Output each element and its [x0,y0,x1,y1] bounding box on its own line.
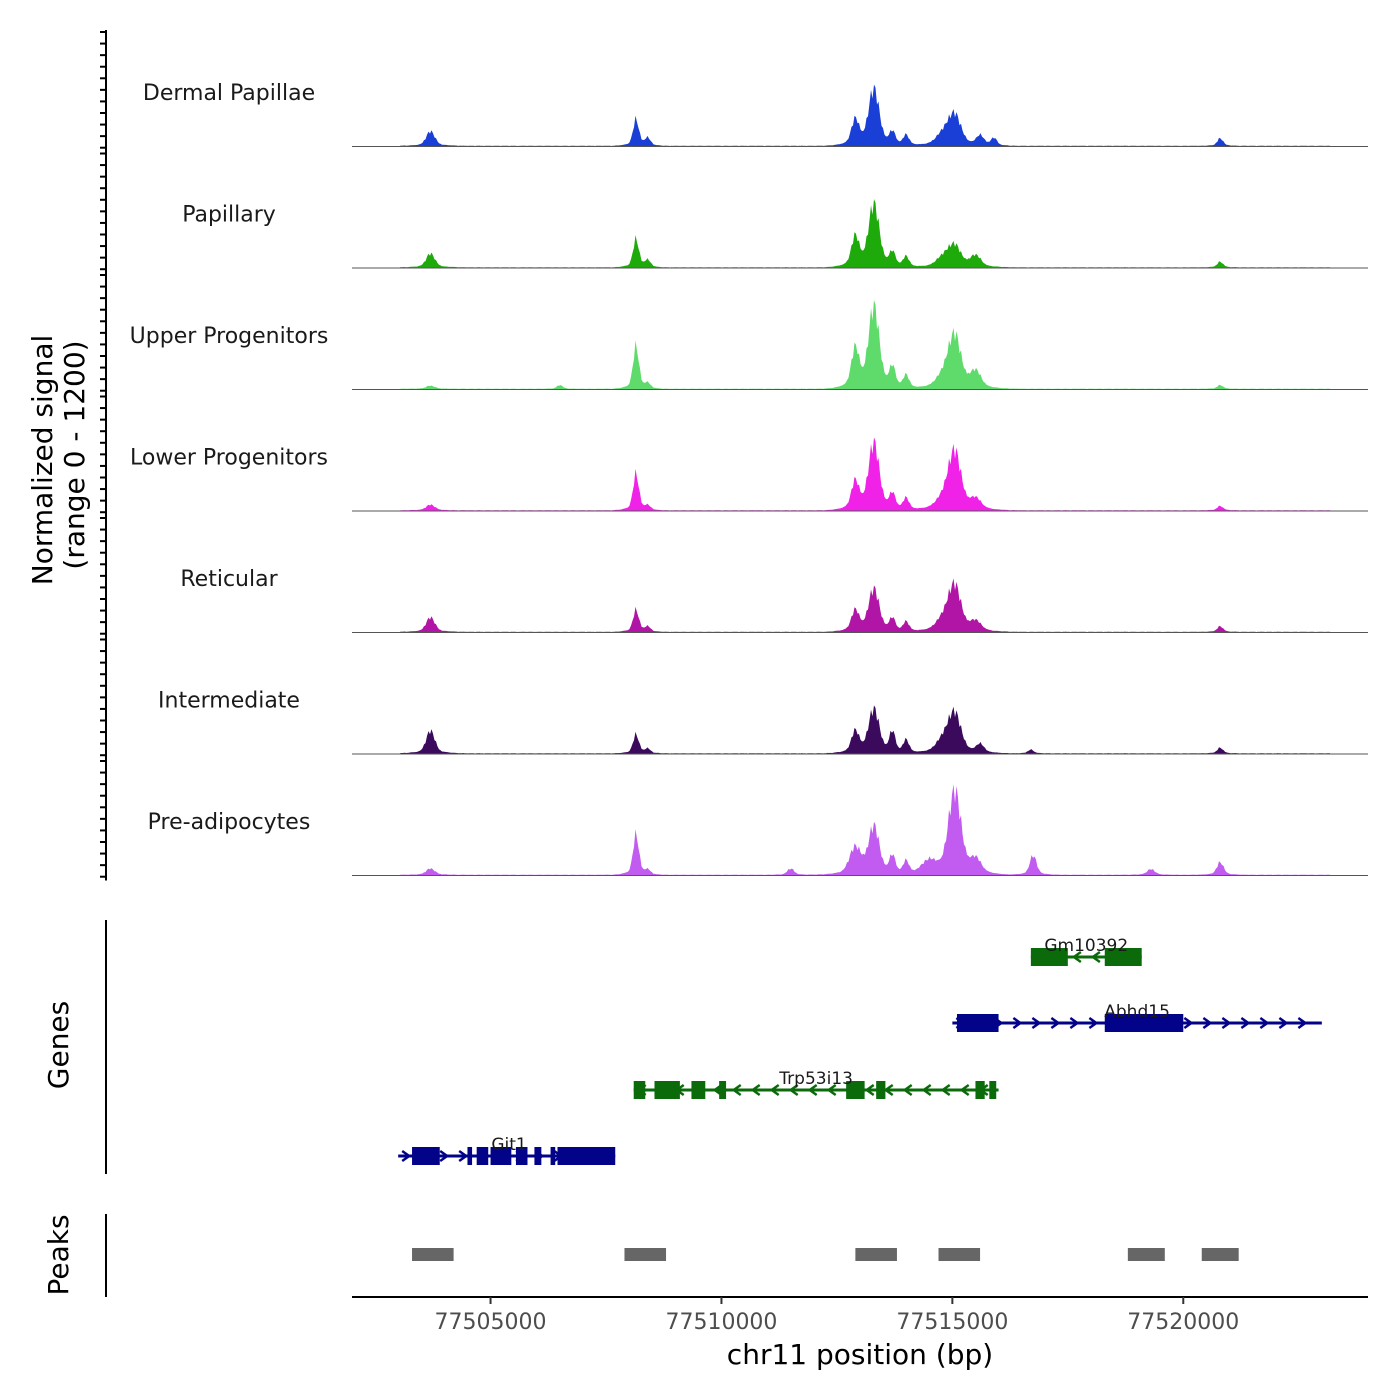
peak-region [624,1248,667,1261]
strand-chevron [1202,1016,1213,1030]
gene-exon [876,1081,886,1099]
strand-chevron [1278,1016,1289,1030]
gene-label: Abhd15 [1104,1002,1170,1022]
strand-chevron [1090,950,1101,964]
peaks-panel-title: Peaks [42,1214,75,1295]
track-lower-progenitors: Lower Progenitors [100,395,1368,514]
strand-chevron [807,1083,818,1097]
gene-abhd15: Abhd15 [952,1002,1322,1032]
gene-trp53i13: Trp53i13 [633,1069,999,1099]
track-papillary: Papillary [100,152,1368,271]
gene-exon [1030,948,1068,966]
strand-chevron [1012,1016,1023,1030]
strand-chevron [769,1083,780,1097]
gene-gm10392: Gm10392 [1030,936,1142,966]
x-tick-label: 77510000 [665,1310,777,1335]
signal-area [400,84,1330,147]
gene-exon [956,1014,999,1032]
track-label: Upper Progenitors [130,324,329,349]
track-label: Reticular [180,567,278,592]
x-tick-label: 77520000 [1127,1310,1239,1335]
gene-exon [476,1147,489,1165]
gene-exon [989,1081,997,1099]
track-label: Dermal Papillae [143,81,315,106]
track-label: Pre-adipocytes [148,810,311,835]
gene-git1: Git1 [398,1135,616,1165]
peak-region [1201,1248,1239,1261]
genes-panel-title: Genes [42,1001,75,1089]
gene-label: Gm10392 [1044,936,1128,956]
strand-chevron [788,1083,799,1097]
x-axis-title: chr11 position (bp) [727,1338,993,1371]
gene-exon [691,1081,706,1099]
signal-area [400,300,1330,390]
peak-region [938,1248,981,1261]
peak-region [1127,1248,1165,1261]
strand-chevron [1240,1016,1251,1030]
signal-panel: Dermal Papillae Papillary Upper Progenitor… [100,30,1368,881]
strand-chevron [864,1083,875,1097]
peaks-panel [105,1214,1239,1297]
strand-chevron [731,1083,742,1097]
gene-exon [412,1147,440,1165]
strand-chevron [940,1083,951,1097]
strand-chevron [1221,1016,1232,1030]
strand-chevron [1088,1016,1099,1030]
track-dermal-papillae: Dermal Papillae [100,31,1368,149]
track-label: Lower Progenitors [130,446,328,471]
gene-exon [1104,1014,1184,1032]
strand-chevron [458,1149,469,1163]
strand-chevron [826,1083,837,1097]
strand-chevron [1183,1016,1194,1030]
gene-exon [846,1081,865,1099]
strand-chevron [1050,1016,1061,1030]
strand-chevron [1259,1016,1270,1030]
gene-exon [550,1147,556,1165]
signal-area [400,199,1330,268]
signal-area [400,437,1330,511]
y-axis-title-line1: Normalized signal [26,335,59,586]
signal-area [400,578,1330,633]
gene-exon [719,1081,727,1099]
genes-panel: Gm10392 Abhd15 Trp53i13 Git1 [105,920,1322,1174]
strand-chevron [1069,1016,1080,1030]
gene-exon [557,1147,616,1165]
strand-chevron [883,1083,894,1097]
track-label: Intermediate [158,689,300,714]
peak-region [855,1248,897,1261]
signal-area [400,784,1330,876]
strand-chevron [959,1083,970,1097]
strand-chevron [902,1083,913,1097]
x-tick-label: 77505000 [435,1310,547,1335]
strand-chevron [750,1083,761,1097]
gene-exon [534,1147,542,1165]
signal-area [400,705,1330,754]
strand-chevron [439,1149,450,1163]
gene-exon [975,1081,985,1099]
track-reticular: Reticular [100,517,1368,635]
gene-exon [490,1147,512,1165]
track-label: Papillary [182,203,276,228]
gene-exon [654,1081,680,1099]
strand-chevron [1071,950,1082,964]
strand-chevron [401,1149,412,1163]
track-pre-adipocytes: Pre-adipocytes [100,760,1368,878]
track-upper-progenitors: Upper Progenitors [100,274,1368,392]
gene-label: Git1 [491,1135,526,1155]
y-axis-title-line2: (range 0 - 1200) [58,340,91,569]
gene-label: Trp53i13 [778,1069,853,1089]
gene-exon [467,1147,473,1165]
x-axis: 77505000 77510000 77515000 77520000 [352,1296,1368,1335]
peak-region [412,1248,454,1261]
gene-exon [1104,948,1142,966]
gene-exon [633,1081,646,1099]
gene-exon [515,1147,528,1165]
x-tick-label: 77515000 [896,1310,1008,1335]
track-intermediate: Intermediate [100,638,1368,757]
strand-chevron [1297,1016,1308,1030]
strand-chevron [921,1083,932,1097]
strand-chevron [1031,1016,1042,1030]
